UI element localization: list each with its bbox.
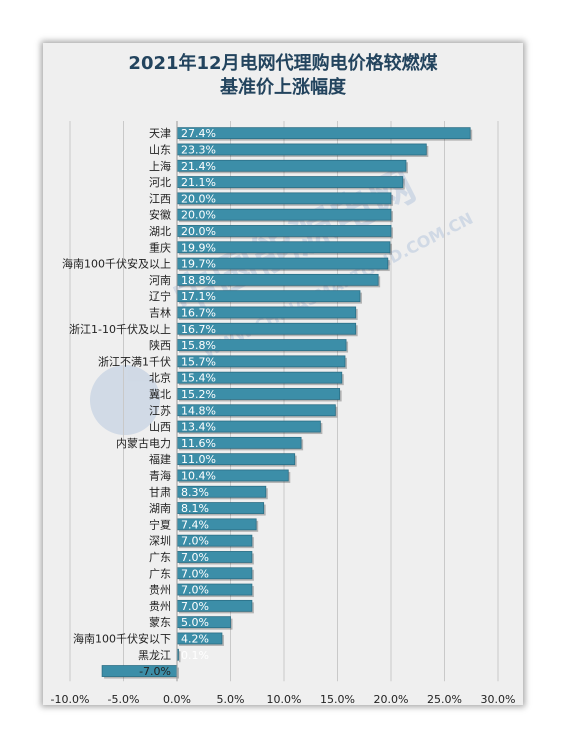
data-label: 4.2% (181, 632, 209, 645)
data-label: 11.6% (181, 437, 216, 450)
data-label: 23.3% (181, 143, 216, 156)
chart-title-line-2: 基准价上涨幅度 (220, 77, 346, 98)
category-label: 甘肃 (149, 486, 171, 499)
chart-title: 2021年12月电网代理购电价格较燃煤 基准价上涨幅度 (43, 52, 523, 100)
watermark-logo-icon (90, 365, 160, 435)
category-label: 广东 (149, 551, 171, 564)
data-label: 19.7% (181, 258, 216, 271)
bar-shadow (179, 651, 181, 663)
category-label: 贵州 (149, 584, 171, 597)
category-label: 江西 (149, 192, 171, 205)
x-tick-label: 0.0% (163, 693, 191, 706)
data-label: 14.8% (181, 404, 216, 417)
data-label: 7.0% (181, 535, 209, 548)
data-label: 15.2% (181, 388, 216, 401)
category-label: 湖北 (149, 225, 171, 238)
category-label: 江苏 (149, 404, 171, 417)
data-label: 16.7% (181, 306, 216, 319)
bar (176, 127, 471, 140)
data-label: 11.0% (181, 453, 216, 466)
data-label: 21.1% (181, 176, 216, 189)
data-label: 7.4% (181, 518, 209, 531)
data-label: 15.4% (181, 372, 216, 385)
category-label: 上海 (149, 159, 171, 173)
data-label: 19.9% (181, 241, 216, 254)
category-label: 贵州 (149, 600, 171, 613)
category-label: 河北 (149, 176, 171, 189)
category-label: 河南 (149, 274, 171, 287)
chart-title-line-1: 2021年12月电网代理购电价格较燃煤 (128, 53, 438, 74)
data-label: 20.0% (181, 192, 216, 205)
watermark: 中国能源电网 WWW.CHINASMARTGRID.COM.CN (90, 160, 476, 450)
data-label: 20.0% (181, 225, 216, 238)
category-label: 内蒙古电力 (116, 436, 171, 450)
category-label: 宁夏 (149, 517, 171, 531)
data-label: 13.4% (181, 421, 216, 434)
data-label: 20.0% (181, 209, 216, 222)
x-tick-label: 25.0% (427, 693, 462, 706)
data-label: 21.4% (181, 160, 216, 173)
category-label: 海南100千伏安及以上 (62, 257, 171, 271)
data-label: 10.4% (181, 469, 216, 482)
category-label: 浙江不满1千伏 (98, 354, 171, 368)
category-label: 福建 (149, 452, 171, 466)
data-label: 5.0% (181, 616, 209, 629)
data-label: 16.7% (181, 323, 216, 336)
category-label: -7.0% (139, 665, 171, 678)
data-label: 17.1% (181, 290, 216, 303)
x-tick-label: -10.0% (51, 693, 90, 706)
category-label: 湖南 (149, 502, 171, 515)
category-label: 青海 (149, 468, 171, 482)
data-label: 27.4% (181, 127, 216, 140)
data-label: 15.8% (181, 339, 216, 352)
x-tick-label: 30.0% (481, 693, 516, 706)
x-tick-label: 5.0% (217, 693, 245, 706)
data-label: 15.7% (181, 355, 216, 368)
category-label: 重庆 (149, 240, 171, 254)
data-label: 7.0% (181, 551, 209, 564)
category-label: 山西 (149, 421, 171, 434)
category-label: 冀北 (149, 387, 171, 401)
category-label: 吉林 (149, 305, 171, 319)
data-label: 8.1% (181, 502, 209, 515)
x-tick-label: -5.0% (108, 693, 140, 706)
category-label: 浙江1-10千伏及以上 (69, 322, 171, 336)
category-label: 广东 (149, 567, 171, 580)
data-label: 7.0% (181, 600, 209, 613)
category-label: 辽宁 (149, 289, 171, 303)
category-label: 天津 (149, 127, 171, 140)
category-label: 山东 (149, 143, 171, 156)
x-tick-label: 10.0% (267, 693, 302, 706)
data-label: 7.0% (181, 584, 209, 597)
category-label: 陕西 (149, 338, 171, 352)
data-label: 7.0% (181, 567, 209, 580)
data-label: 8.3% (181, 486, 209, 499)
data-label: 0.1% (181, 649, 209, 662)
category-label: 安徽 (149, 208, 171, 222)
category-label: 海南100千伏安以下 (73, 631, 171, 645)
category-label: 蒙东 (149, 616, 171, 629)
x-tick-label: 20.0% (374, 693, 409, 706)
category-label: 黑龙江 (138, 649, 171, 662)
category-label: 深圳 (149, 535, 171, 548)
category-label: 北京 (149, 371, 171, 385)
data-label: 18.8% (181, 274, 216, 287)
x-tick-label: 15.0% (320, 693, 355, 706)
